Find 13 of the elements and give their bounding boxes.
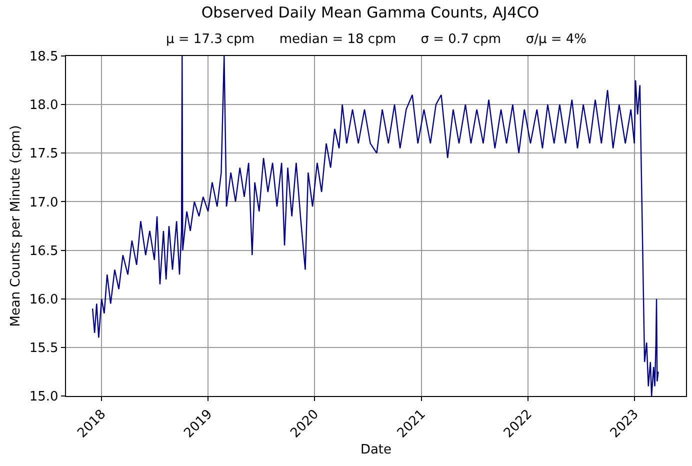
y-axis-title: Mean Counts per Minute (cpm) (8, 125, 24, 327)
chart-subtitle: μ = 17.3 cpm median = 18 cpm σ = 0.7 cpm σ/μ = 4% (166, 32, 587, 47)
y-tick-label: 15.5 (29, 340, 58, 356)
y-tick-label: 16.0 (29, 292, 58, 308)
y-tick-label: 15.0 (29, 390, 58, 405)
y-tick-label: 17.0 (29, 195, 58, 210)
chart-title: Observed Daily Mean Gamma Counts, AJ4CO (201, 3, 540, 22)
y-tick-label: 18.0 (29, 98, 58, 114)
y-tick-label: 16.5 (29, 244, 58, 259)
y-tick-label: 18.5 (29, 50, 58, 65)
x-axis-title: Date (360, 442, 392, 458)
y-tick-label: 17.5 (29, 146, 58, 162)
line-series (92, 56, 659, 396)
